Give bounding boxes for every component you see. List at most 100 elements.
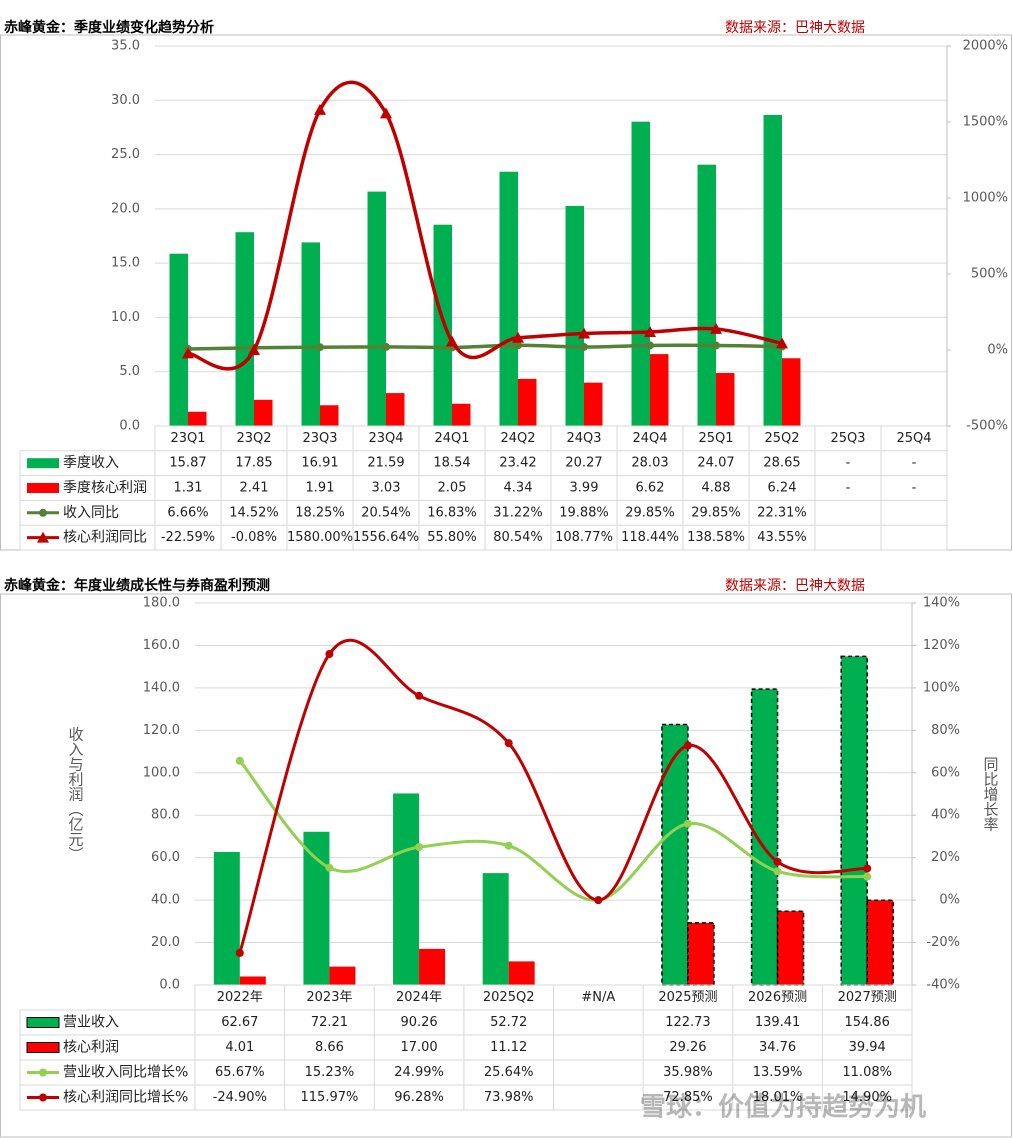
data-label: 8.66	[315, 1040, 344, 1055]
legend-swatch	[27, 458, 59, 469]
bar	[508, 961, 535, 985]
legend-swatch	[27, 483, 59, 493]
x-tick-label: 2023年	[306, 990, 352, 1005]
marker	[712, 341, 720, 350]
marker	[182, 347, 194, 359]
marker	[580, 342, 588, 351]
y-tick-label: 160.0	[143, 638, 180, 653]
data-label: 80.54%	[493, 530, 543, 545]
y2-tick-label: 100%	[923, 680, 960, 695]
bar	[303, 831, 330, 985]
data-label: 35.98%	[663, 1065, 713, 1080]
bar	[386, 393, 405, 426]
marker	[863, 864, 872, 873]
legend-label: 核心利润	[63, 1040, 119, 1056]
marker	[514, 341, 522, 350]
data-label: 3.99	[570, 481, 599, 496]
data-label: 1580.00%	[287, 530, 353, 545]
x-tick-label: 2024年	[396, 990, 442, 1005]
data-label: -	[912, 456, 917, 471]
bar	[301, 242, 320, 426]
marker	[380, 107, 392, 119]
y-tick-label: 20.0	[111, 201, 140, 216]
data-label: 118.44%	[621, 530, 679, 545]
bar	[239, 976, 266, 985]
marker	[415, 691, 424, 700]
y2-tick-label: 0%	[939, 893, 960, 908]
data-label: 43.55%	[757, 530, 807, 545]
data-label: 28.03	[631, 456, 668, 471]
y-tick-label: 100.0	[143, 765, 180, 780]
y-axis-label: 收入与利润（亿元）	[67, 727, 85, 862]
data-label: 55.80%	[427, 530, 477, 545]
bar	[782, 358, 801, 426]
data-label: 16.83%	[427, 505, 477, 520]
data-label: 6.24	[768, 481, 797, 496]
watermark: 雪球：价值为持趋势为机	[640, 1093, 926, 1123]
marker	[235, 756, 244, 765]
legend-label: 营业收入同比增长%	[63, 1065, 188, 1081]
data-label: 115.97%	[301, 1090, 359, 1105]
data-label: 6.62	[636, 481, 665, 496]
bar	[650, 354, 669, 426]
bar	[482, 873, 509, 985]
x-tick-label: #N/A	[581, 990, 615, 1005]
data-label: 39.94	[849, 1040, 886, 1055]
data-label: 138.58%	[687, 530, 745, 545]
marker	[248, 344, 260, 356]
bar	[213, 852, 240, 985]
data-label: 96.28%	[394, 1090, 444, 1105]
y2-tick-label: 1500%	[963, 115, 1008, 130]
x-tick-label: 23Q1	[170, 431, 205, 446]
line	[238, 638, 868, 954]
y-tick-label: 10.0	[111, 310, 140, 325]
data-label: 17.00	[400, 1040, 437, 1055]
bar	[716, 373, 735, 426]
legend-label: 营业收入	[63, 1015, 119, 1031]
legend-marker	[39, 1093, 47, 1102]
y2-axis-label: 同比增长率	[982, 757, 1000, 832]
bar	[661, 723, 689, 986]
x-tick-label: 23Q3	[302, 431, 337, 446]
data-label: 18.25%	[295, 505, 345, 520]
marker	[504, 841, 513, 850]
x-tick-label: 25Q2	[764, 431, 799, 446]
marker	[415, 843, 424, 852]
data-label: 2.41	[240, 481, 269, 496]
data-label: 11.12	[490, 1040, 527, 1055]
bar	[763, 114, 782, 426]
x-tick-label: 2025Q2	[483, 990, 535, 1005]
marker	[325, 649, 334, 658]
y2-tick-label: -500%	[966, 419, 1008, 434]
data-label: 18.54	[433, 456, 470, 471]
data-label: -0.08%	[231, 530, 277, 545]
y-tick-label: 0.0	[119, 419, 140, 434]
data-label: 1.91	[306, 481, 335, 496]
legend-label: 核心利润同比增长%	[63, 1090, 188, 1106]
marker	[578, 327, 590, 339]
x-tick-label: 23Q2	[236, 431, 271, 446]
x-tick-label: 24Q2	[500, 431, 535, 446]
data-label: 18.01%	[753, 1090, 803, 1105]
data-label: 29.85%	[625, 505, 675, 520]
bar	[584, 382, 603, 426]
data-label: 62.67	[221, 1015, 258, 1030]
marker	[683, 819, 692, 828]
legend-marker	[39, 508, 47, 517]
y2-tick-label: 500%	[971, 267, 1008, 282]
data-label: 108.77%	[555, 530, 613, 545]
y2-tick-label: 20%	[931, 850, 960, 865]
y-tick-label: 15.0	[111, 256, 140, 271]
data-label: 19.88%	[559, 505, 609, 520]
data-label: 65.67%	[215, 1065, 265, 1080]
data-label: 25.64%	[484, 1065, 534, 1080]
marker	[235, 948, 244, 957]
data-label: 24.07	[697, 456, 734, 471]
data-label: 23.42	[499, 456, 536, 471]
legend-marker	[39, 1068, 47, 1077]
x-tick-label: 2026预测	[748, 990, 807, 1005]
y-tick-label: 140.0	[143, 680, 180, 695]
data-label: 4.34	[504, 481, 533, 496]
data-label: 2.05	[438, 481, 467, 496]
